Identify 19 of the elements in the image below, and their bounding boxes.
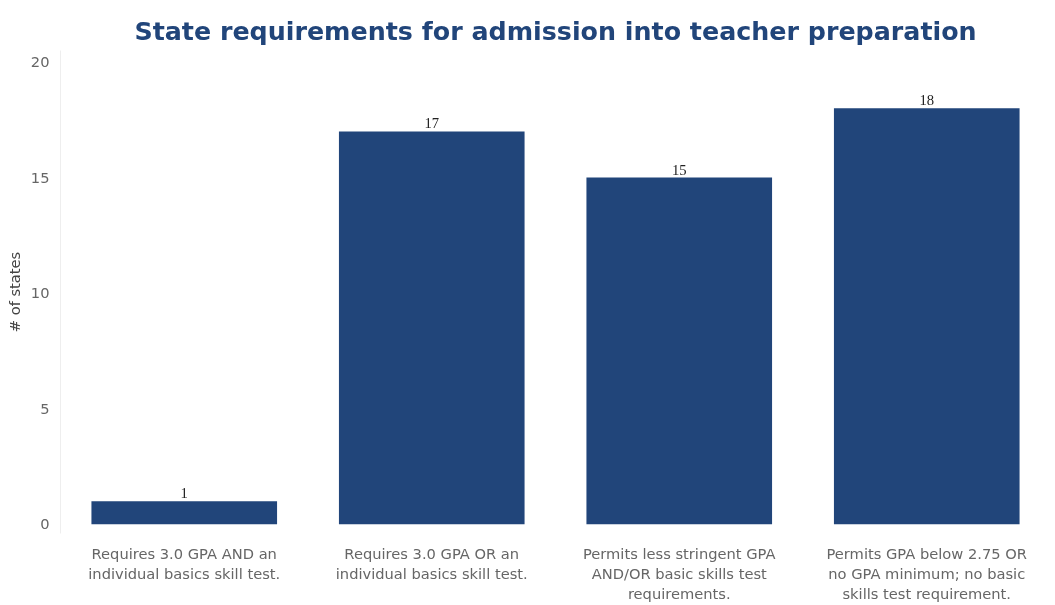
x-tick-label: Requires 3.0 GPA AND an individual basics skill test. <box>88 544 281 582</box>
x-tick-label: Requires 3.0 GPA OR an individual basics skill test. <box>335 544 528 582</box>
bar <box>586 177 773 525</box>
bar <box>833 108 1020 525</box>
y-tick-label: 20 <box>30 53 50 71</box>
y-tick-label: 5 <box>40 399 50 417</box>
y-axis-title: # of states <box>5 251 23 333</box>
y-tick-label: 15 <box>30 168 50 186</box>
chart-title: State requirements for admission into teacher preparation <box>134 15 977 46</box>
bar <box>91 501 278 525</box>
y-tick-label: 10 <box>30 284 50 302</box>
data-label: 18 <box>919 92 935 109</box>
data-label: 17 <box>424 115 440 132</box>
data-label: 15 <box>671 161 687 178</box>
bar <box>338 131 525 525</box>
y-tick-label: 0 <box>40 515 50 533</box>
x-tick-label: Permits GPA below 2.75 OR no GPA minimum; no basic skills test requirement. <box>826 544 1027 603</box>
data-label: 1 <box>180 485 188 502</box>
x-tick-label: Permits less stringent GPA AND/OR basic skills test requirements. <box>582 544 776 603</box>
